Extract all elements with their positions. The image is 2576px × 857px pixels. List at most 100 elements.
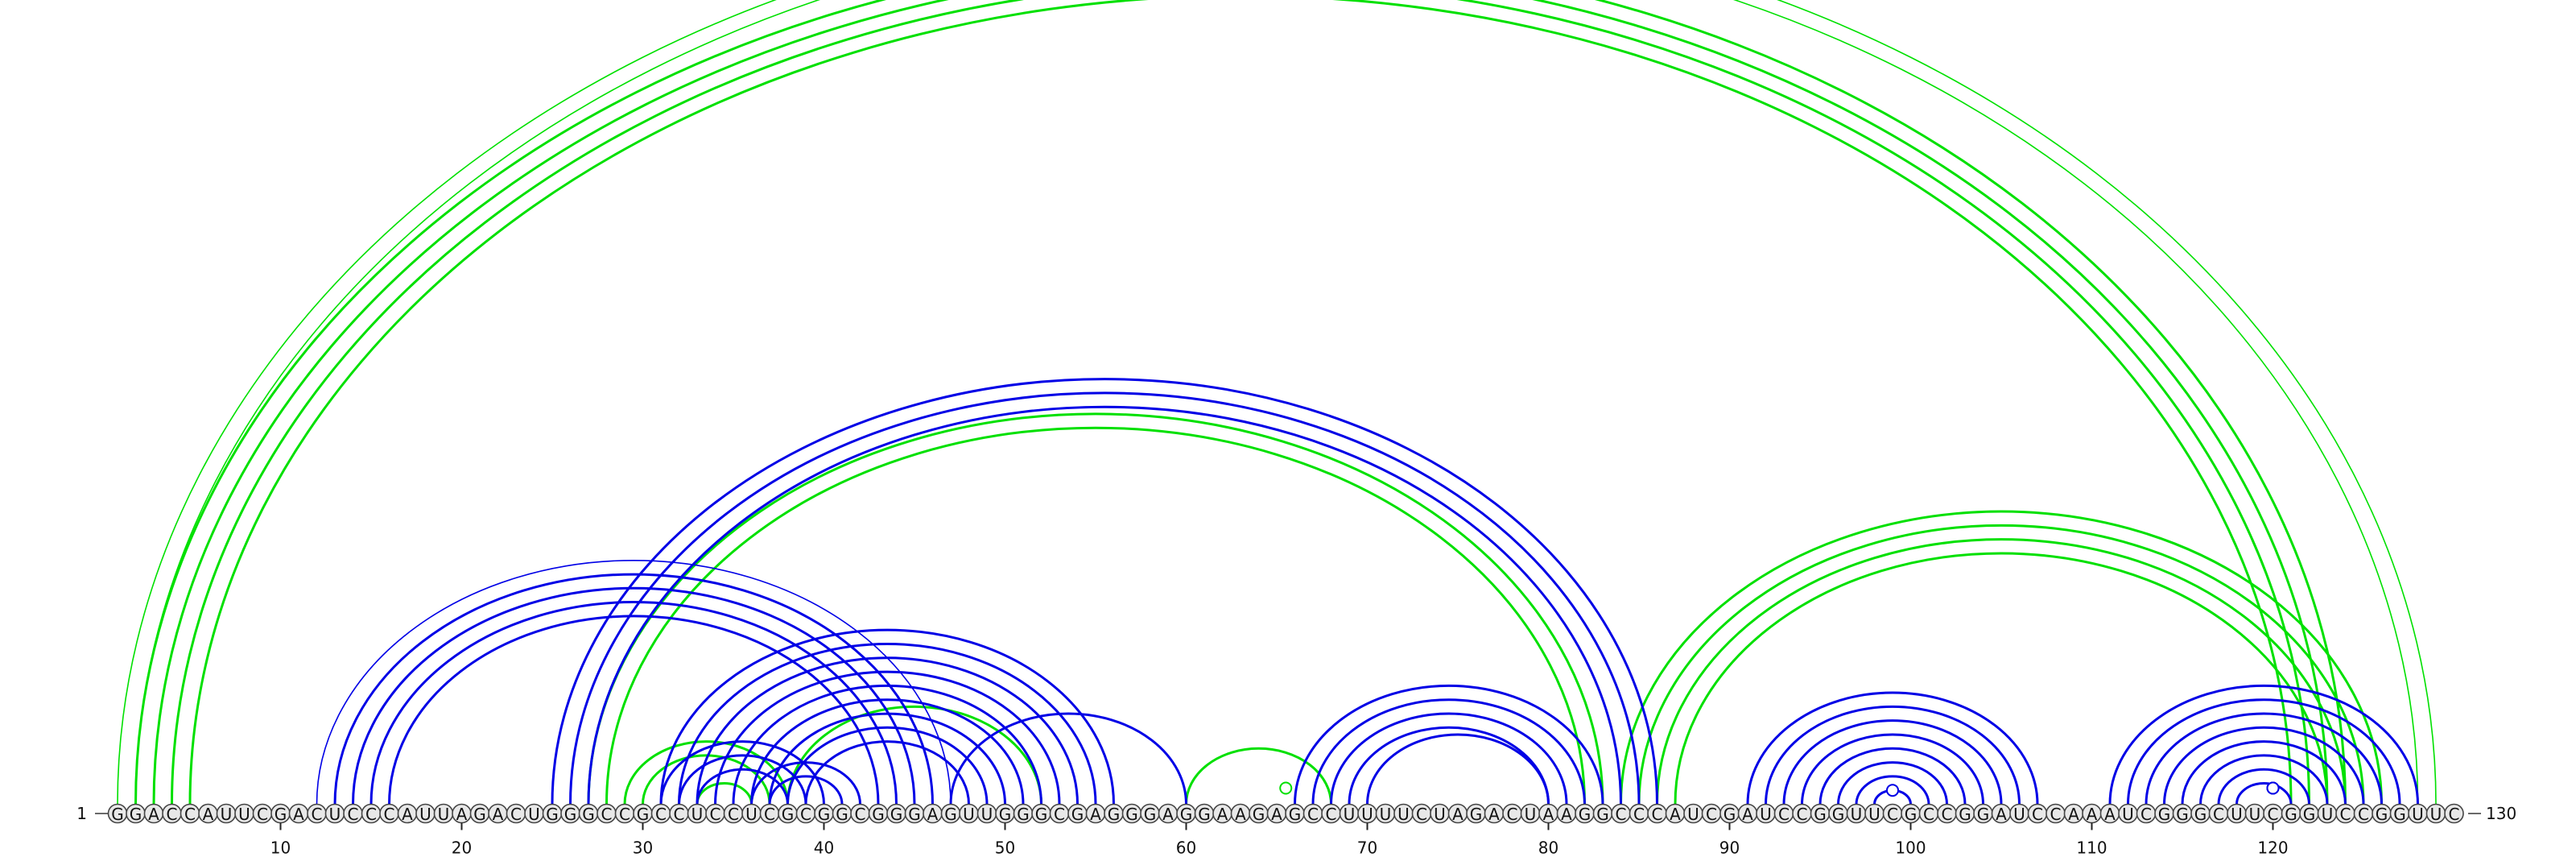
blue-arc-31-56	[661, 630, 1114, 804]
nucleotide-letter-128: U	[2412, 805, 2424, 824]
nucleotide-letter-79: U	[1525, 805, 1537, 824]
tick-label-100: 100	[1895, 838, 1926, 857]
tick-label-70: 70	[1357, 838, 1377, 857]
nucleotide-letter-43: G	[872, 805, 885, 824]
nucleotide-letter-97: U	[1851, 805, 1863, 824]
nucleotide-letter-77: A	[1488, 805, 1500, 824]
nucleotide-letter-53: C	[1054, 805, 1065, 824]
nucleotide-letter-16: C	[384, 805, 395, 824]
nucleotide-letter-66: G	[1289, 805, 1302, 824]
nucleotide-letter-50: G	[999, 805, 1012, 824]
nucleotide-letter-44: G	[890, 805, 903, 824]
tick-label-50: 50	[995, 838, 1015, 857]
nucleotide-letter-116: G	[2194, 805, 2207, 824]
blue-arc-66-83	[1295, 685, 1604, 804]
sequence-start-label: 1	[76, 804, 87, 823]
nucleotide-letter-4: C	[167, 805, 178, 824]
tick-label-90: 90	[1719, 838, 1740, 857]
nucleotide-letter-126: G	[2376, 805, 2388, 824]
nucleotide-letter-12: C	[312, 805, 323, 824]
nucleotide-letter-56: G	[1108, 805, 1121, 824]
nucleotide-letter-86: C	[1652, 805, 1663, 824]
nucleotide-letter-75: A	[1452, 805, 1463, 824]
nucleotide-letter-28: C	[601, 805, 613, 824]
green-marker-0	[1280, 783, 1291, 794]
nucleotide-letter-59: A	[1162, 805, 1174, 824]
nucleotide-letter-93: C	[1778, 805, 1790, 824]
nucleotide-letter-64: G	[1253, 805, 1265, 824]
nucleotide-letter-71: U	[1380, 805, 1392, 824]
nucleotide-letter-91: A	[1742, 805, 1753, 824]
green-arc-3-123	[154, 0, 2327, 805]
nucleotide-letter-1: G	[111, 805, 124, 824]
tick-label-60: 60	[1176, 838, 1196, 857]
nucleotide-letter-65: A	[1271, 805, 1282, 824]
nucleotide-letter-36: U	[745, 805, 758, 824]
nucleotide-letter-68: C	[1326, 805, 1337, 824]
nucleotide-letter-115: G	[2176, 805, 2189, 824]
nucleotide-letter-27: G	[582, 805, 595, 824]
nucleotide-letter-31: C	[655, 805, 667, 824]
nucleotide-letter-55: A	[1090, 805, 1101, 824]
nucleotide-letter-54: G	[1071, 805, 1084, 824]
nucleotide-letter-81: A	[1561, 805, 1572, 824]
nucleotide-letter-83: G	[1596, 805, 1609, 824]
tick-label-40: 40	[814, 838, 834, 857]
nucleotide-letter-99: C	[1887, 805, 1898, 824]
nucleotide-letter-87: A	[1670, 805, 1681, 824]
nucleotide-letter-2: G	[130, 805, 142, 824]
nucleotide-letter-7: U	[221, 805, 233, 824]
nucleotide-letter-6: A	[203, 805, 214, 824]
nucleotide-letter-17: A	[402, 805, 413, 824]
nucleotide-letter-118: U	[2231, 805, 2243, 824]
nucleotide-letter-47: G	[944, 805, 957, 824]
nucleotide-letter-85: C	[1633, 805, 1645, 824]
nucleotide-letter-121: G	[2285, 805, 2297, 824]
blue-arc-111-128	[2110, 685, 2418, 804]
green-arc-85-125	[1639, 525, 2363, 804]
nucleotide-letter-123: U	[2322, 805, 2334, 824]
nucleotide-letter-88: U	[1687, 805, 1699, 824]
nucleotide-letter-11: A	[293, 805, 304, 824]
blue-marker-3	[2268, 783, 2279, 794]
blue-marker-0	[1887, 785, 1898, 796]
nucleotide-letter-18: U	[419, 805, 431, 824]
nucleotide-letter-74: U	[1434, 805, 1446, 824]
tick-label-120: 120	[2257, 838, 2288, 857]
nucleotide-letter-37: C	[764, 805, 775, 824]
blue-arc-70-80	[1368, 735, 1549, 805]
nucleotide-letter-9: C	[257, 805, 268, 824]
tick-label-30: 30	[633, 838, 653, 857]
blue-arc-117-122	[2219, 769, 2310, 804]
nucleotide-letter-13: U	[329, 805, 341, 824]
nucleotide-letter-42: C	[855, 805, 866, 824]
nucleotide-letter-30: G	[637, 805, 650, 824]
green-arc-2-128	[136, 0, 2418, 805]
nucleotide-letter-32: C	[674, 805, 685, 824]
nucleotide-letter-26: G	[564, 805, 577, 824]
nucleotide-letter-38: G	[782, 805, 795, 824]
green-arc-33-36	[697, 784, 752, 805]
nucleotide-letter-90: G	[1724, 805, 1736, 824]
blue-arc-118-121	[2237, 784, 2292, 805]
nucleotide-letter-10: G	[275, 805, 287, 824]
nucleotide-letter-100: G	[1905, 805, 1918, 824]
nucleotide-letter-72: U	[1397, 805, 1410, 824]
blue-arc-38-49	[788, 727, 988, 804]
nucleotide-letter-63: A	[1235, 805, 1246, 824]
nucleotide-letter-48: U	[963, 805, 975, 824]
nucleotide-letter-119: U	[2249, 805, 2261, 824]
nucleotide-letter-60: G	[1180, 805, 1193, 824]
nucleotide-letter-92: U	[1760, 805, 1772, 824]
nucleotide-letter-25: G	[546, 805, 559, 824]
nucleotide-letter-21: G	[473, 805, 486, 824]
nucleotide-letter-89: C	[1706, 805, 1717, 824]
nucleotide-letter-117: C	[2213, 805, 2224, 824]
nucleotide-letter-23: C	[510, 805, 522, 824]
nucleotide-letter-57: G	[1125, 805, 1138, 824]
nucleotide-letter-114: G	[2158, 805, 2171, 824]
nucleotide-letter-22: A	[493, 805, 504, 824]
blue-arc-32-55	[679, 644, 1096, 804]
nucleotide-letter-109: A	[2068, 805, 2079, 824]
nucleotide-letter-105: A	[1996, 805, 2007, 824]
